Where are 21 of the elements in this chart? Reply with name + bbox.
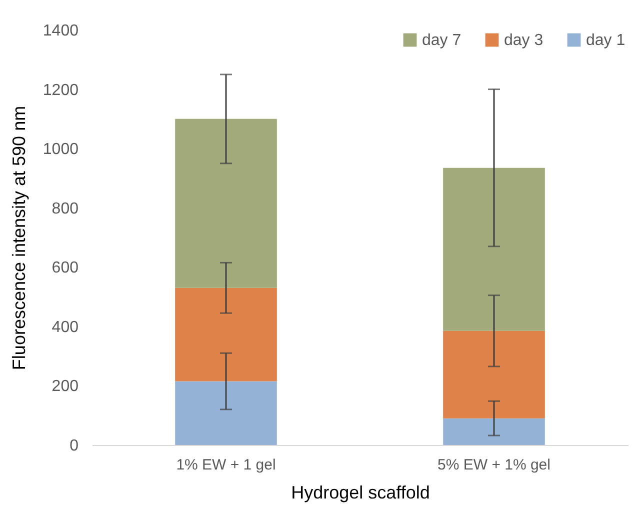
bar — [443, 418, 545, 445]
x-tick-label: 1% EW + 1 gel — [176, 456, 276, 474]
legend-label: day 3 — [504, 32, 544, 49]
bar — [175, 118, 277, 288]
y-tick-label: 200 — [52, 378, 79, 396]
y-tick-label: 1000 — [42, 141, 79, 158]
y-tick-label: 400 — [52, 318, 79, 336]
legend-label: day 1 — [586, 32, 626, 49]
legend-label: day 7 — [422, 32, 462, 49]
bar — [443, 168, 545, 331]
bar — [175, 381, 277, 445]
y-tick-label: 800 — [52, 200, 79, 218]
y-axis-title: Fluorescence intensity at 590 nm — [8, 106, 29, 370]
y-tick-label: 0 — [70, 438, 79, 454]
y-tick-label: 1400 — [42, 22, 79, 40]
y-tick-label: 600 — [52, 260, 79, 277]
bar — [175, 288, 277, 382]
bar — [443, 330, 545, 418]
x-tick-label: 5% EW + 1% gel — [438, 456, 550, 474]
x-axis-title: Hydrogel scaffold — [291, 482, 430, 502]
y-tick-label: 1200 — [42, 82, 79, 99]
